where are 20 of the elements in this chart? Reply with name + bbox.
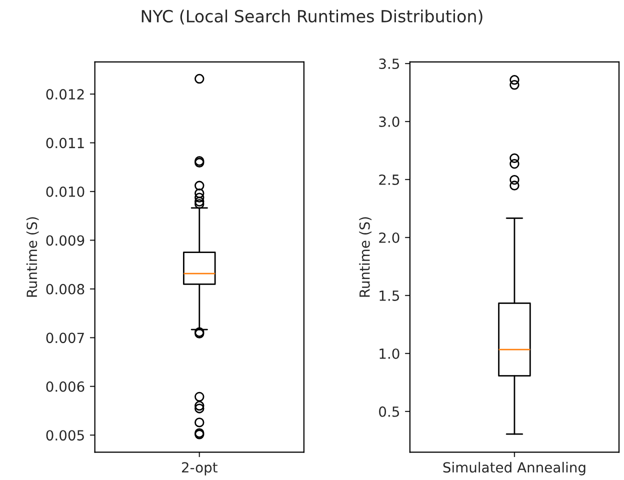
y-axis-title: Runtime (S) <box>26 217 39 297</box>
x-tick-label: Simulated Annealing <box>443 462 586 476</box>
y-tick-label: 1.5 <box>380 290 399 301</box>
y-tick-label: 3.5 <box>379 58 399 70</box>
y-tick-label: 0.009 <box>46 235 84 246</box>
y-tick-label: 0.007 <box>46 332 84 344</box>
y-tick-label: 0.006 <box>46 381 84 392</box>
y-tick-label: 0.005 <box>46 430 84 441</box>
y-tick-label: 0.008 <box>46 284 84 294</box>
x-tick-label: 2-opt <box>182 462 218 476</box>
y-tick-label: 0.010 <box>46 186 84 197</box>
y-tick-label: 2.5 <box>379 174 399 185</box>
chart-title: NYC (Local Search Runtimes Distribution) <box>142 10 482 24</box>
y-tick-label: 3.0 <box>379 116 400 128</box>
y-tick-label: 2.0 <box>379 232 400 243</box>
y-tick-label: 1.0 <box>380 348 400 359</box>
y-tick-label: 0.011 <box>46 138 84 148</box>
y-axis-title: Runtime (S) <box>359 217 372 297</box>
y-tick-label: 0.5 <box>379 406 399 417</box>
y-tick-label: 0.012 <box>46 89 84 100</box>
